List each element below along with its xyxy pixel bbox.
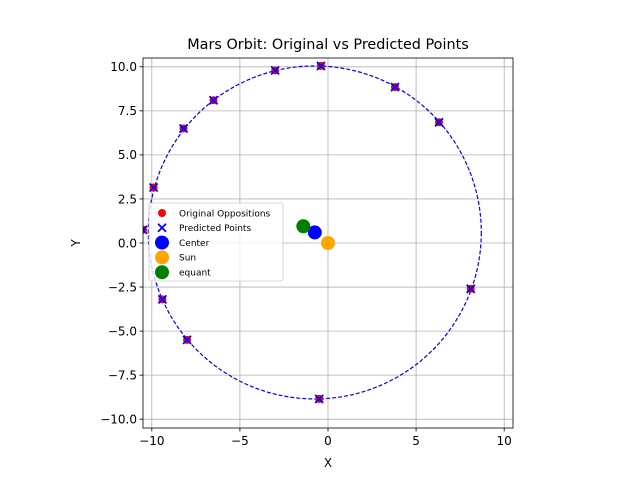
predicted-points-point (182, 335, 192, 345)
x-tick-label: 10 (497, 434, 512, 448)
y-tick-label: 7.5 (118, 104, 137, 118)
x-tick-label: 0 (324, 434, 332, 448)
y-tick-label: 2.5 (118, 192, 137, 206)
y-tick-label: −2.5 (108, 280, 137, 294)
x-tick-label: −10 (139, 434, 164, 448)
axis-ticks: −10 −5 0 5 10 −10.0 −7.5 −5.0 −2.5 0.0 2.5 5.0 7.5 10… (100, 60, 512, 448)
x-axis-label: X (324, 456, 332, 470)
y-tick-label: −10.0 (100, 412, 137, 426)
predicted-points-point (148, 182, 159, 193)
legend-marker (155, 265, 169, 280)
y-tick-label: −5.0 (108, 324, 137, 338)
predicted-points-point (466, 284, 476, 294)
orbit-circle (147, 65, 482, 400)
predicted-points-point (178, 123, 189, 134)
predicted-points-point (157, 294, 168, 305)
legend-label: Center (179, 239, 210, 249)
predicted-points-point (208, 95, 219, 105)
chart-title: Mars Orbit: Original vs Predicted Points (187, 37, 469, 53)
legend-marker (157, 223, 167, 233)
x-tick-label: −5 (231, 434, 249, 448)
legend-marker (155, 250, 169, 265)
legend-box (148, 202, 284, 282)
legend: Original Oppositions Predicted Points Cent… (148, 202, 284, 282)
y-tick-label: 10.0 (110, 60, 137, 74)
legend-label: equant (179, 269, 211, 279)
predicted-points-point (434, 117, 444, 127)
y-axis-label: Y (69, 239, 83, 248)
predicted-points-point (316, 61, 326, 71)
predicted-points-point (270, 65, 280, 75)
legend-marker (158, 209, 166, 217)
y-tick-label: 5.0 (118, 148, 137, 162)
equant-point (296, 219, 311, 234)
data-layer (143, 61, 482, 404)
y-tick-label: 0.0 (118, 236, 137, 250)
predicted-points-point (314, 394, 324, 404)
x-tick-label: 5 (412, 434, 420, 448)
legend-label: Sun (179, 254, 196, 264)
center-point (307, 225, 322, 240)
predicted-points-point (143, 225, 148, 235)
legend-label: Original Oppositions (179, 209, 271, 219)
legend-label: Predicted Points (179, 224, 251, 234)
legend-marker (155, 235, 169, 250)
predicted-points-point (390, 82, 400, 92)
y-tick-label: −7.5 (108, 368, 137, 382)
sun-point (321, 236, 335, 250)
